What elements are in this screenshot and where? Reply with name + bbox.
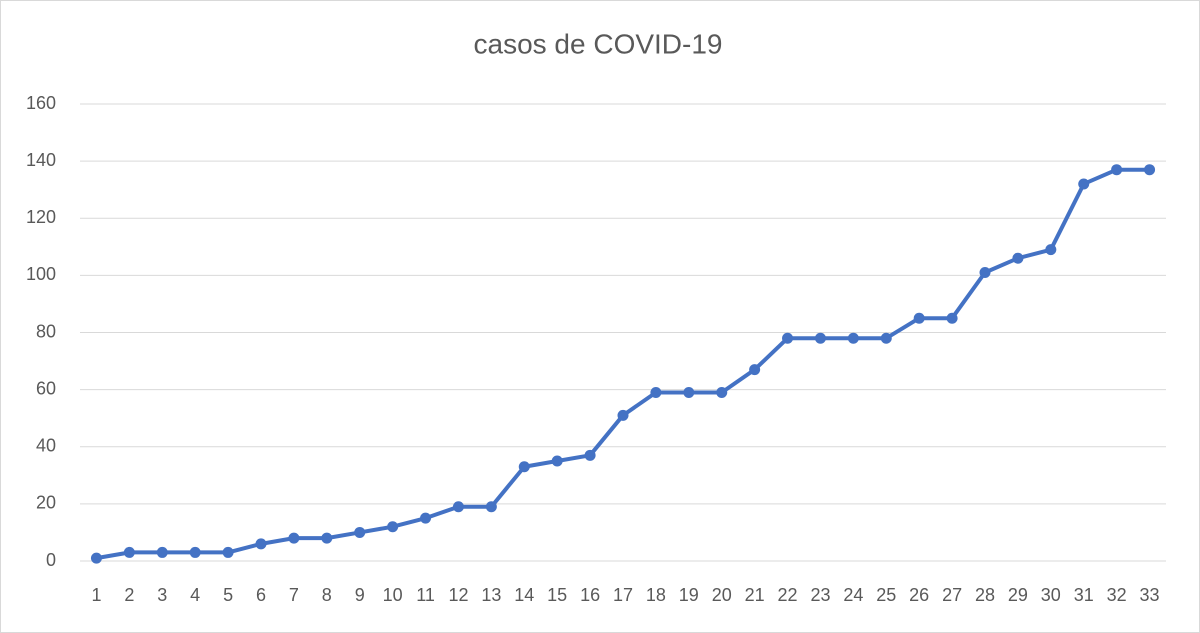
y-tick-label: 100 (26, 264, 56, 284)
x-tick-label: 29 (1008, 585, 1028, 605)
x-tick-label: 14 (514, 585, 534, 605)
y-tick-label: 80 (36, 321, 56, 341)
x-tick-label: 26 (909, 585, 929, 605)
x-tick-label: 10 (383, 585, 403, 605)
data-point (716, 386, 728, 398)
data-point (617, 409, 629, 421)
data-point (387, 521, 399, 533)
x-tick-label: 11 (416, 585, 435, 605)
x-tick-label: 2 (124, 585, 134, 605)
data-point (847, 332, 859, 344)
data-point (880, 332, 892, 344)
x-tick-label: 18 (646, 585, 666, 605)
x-tick-label: 28 (975, 585, 995, 605)
y-tick-label: 120 (26, 207, 56, 227)
data-point (1111, 164, 1123, 176)
x-tick-label: 27 (942, 585, 962, 605)
data-point (551, 455, 563, 467)
data-point (749, 364, 761, 376)
x-tick-label: 30 (1041, 585, 1061, 605)
x-tick-label: 19 (679, 585, 699, 605)
data-point (913, 312, 925, 324)
x-tick-label: 33 (1140, 585, 1160, 605)
x-tick-label: 24 (843, 585, 863, 605)
x-tick-label: 25 (876, 585, 896, 605)
data-point (288, 532, 300, 544)
x-tick-label: 12 (448, 585, 468, 605)
x-tick-label: 23 (810, 585, 830, 605)
x-tick-label: 8 (322, 585, 332, 605)
x-tick-label: 13 (481, 585, 501, 605)
x-tick-label: 9 (355, 585, 365, 605)
y-tick-label: 160 (26, 93, 56, 113)
x-tick-label: 15 (547, 585, 567, 605)
data-point (683, 386, 695, 398)
x-tick-label: 4 (190, 585, 200, 605)
data-point (354, 526, 366, 538)
data-point (1045, 244, 1057, 256)
data-point (123, 546, 135, 558)
y-tick-label: 20 (36, 493, 56, 513)
data-point (90, 552, 102, 564)
x-tick-label: 7 (289, 585, 299, 605)
data-point (156, 546, 168, 558)
data-point (946, 312, 958, 324)
data-point (650, 386, 662, 398)
data-point (782, 332, 794, 344)
x-tick-label: 3 (157, 585, 167, 605)
x-tick-label: 21 (745, 585, 765, 605)
y-tick-label: 140 (26, 150, 56, 170)
x-tick-label: 17 (613, 585, 633, 605)
data-point (1078, 178, 1090, 190)
x-tick-label: 5 (223, 585, 233, 605)
x-tick-label: 1 (91, 585, 101, 605)
x-tick-label: 22 (778, 585, 798, 605)
y-tick-label: 0 (46, 550, 56, 570)
data-point (1144, 164, 1156, 176)
x-tick-label: 32 (1107, 585, 1127, 605)
data-point (189, 546, 201, 558)
chart-title: casos de COVID-19 (474, 28, 723, 59)
x-tick-label: 20 (712, 585, 732, 605)
y-tick-label: 40 (36, 436, 56, 456)
data-point (485, 501, 497, 513)
data-point (321, 532, 333, 544)
data-point (452, 501, 464, 513)
data-point (814, 332, 826, 344)
data-point (518, 461, 530, 473)
data-point (979, 267, 991, 279)
data-point (584, 449, 596, 461)
y-tick-label: 60 (36, 378, 56, 398)
data-point (222, 546, 234, 558)
x-tick-label: 6 (256, 585, 266, 605)
x-tick-label: 31 (1074, 585, 1094, 605)
x-tick-label: 16 (580, 585, 600, 605)
data-point (255, 538, 267, 550)
data-point (420, 512, 432, 524)
data-point (1012, 252, 1024, 264)
